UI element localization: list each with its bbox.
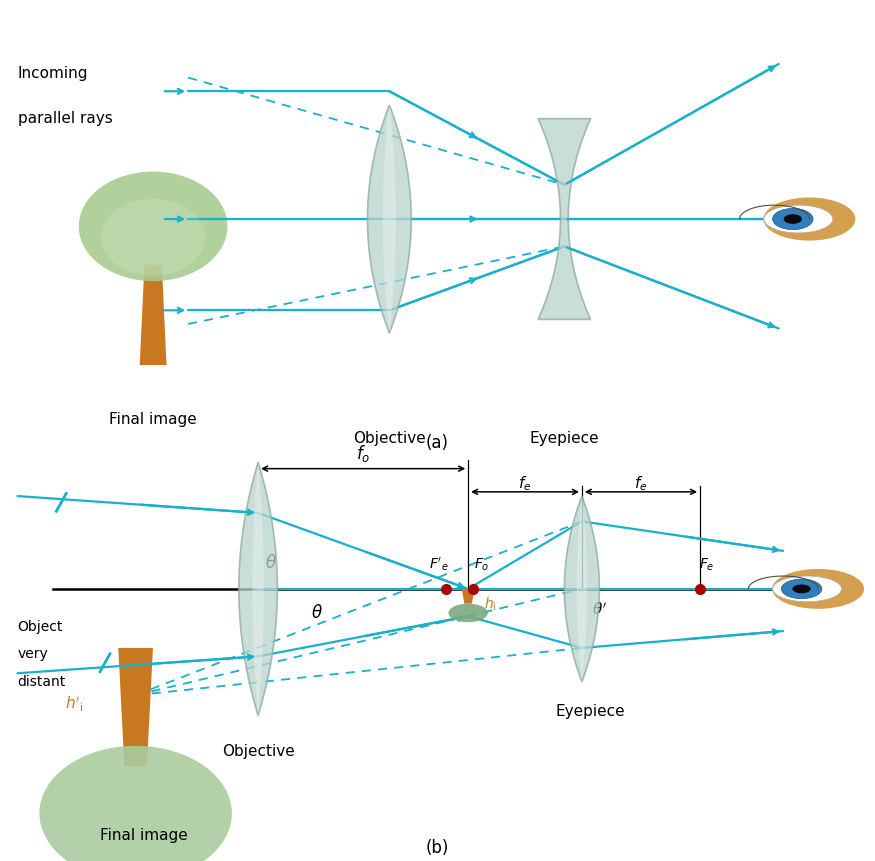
Text: Incoming: Incoming: [18, 65, 88, 81]
Text: $f_e$: $f_e$: [634, 474, 648, 492]
Text: $F_e$: $F_e$: [699, 556, 715, 573]
Polygon shape: [577, 496, 587, 682]
Ellipse shape: [449, 604, 488, 623]
Text: (b): (b): [426, 839, 449, 857]
Polygon shape: [368, 105, 411, 333]
Text: $F'_e$: $F'_e$: [430, 555, 449, 573]
Text: parallel rays: parallel rays: [18, 111, 112, 127]
Text: Final image: Final image: [109, 412, 197, 427]
Ellipse shape: [773, 576, 842, 602]
Ellipse shape: [763, 197, 856, 240]
Text: (a): (a): [426, 434, 449, 452]
Circle shape: [793, 585, 811, 593]
Ellipse shape: [39, 746, 232, 861]
Polygon shape: [462, 589, 474, 604]
Text: Objective: Objective: [221, 744, 295, 759]
Circle shape: [784, 214, 802, 224]
Polygon shape: [239, 462, 277, 715]
Text: Eyepiece: Eyepiece: [556, 703, 626, 719]
Text: distant: distant: [18, 675, 66, 689]
Polygon shape: [564, 496, 599, 682]
Text: $\theta$: $\theta$: [311, 604, 323, 622]
Circle shape: [781, 579, 822, 598]
Ellipse shape: [764, 205, 833, 233]
Ellipse shape: [102, 199, 205, 276]
Text: Eyepiece: Eyepiece: [529, 430, 599, 446]
Text: $\theta$: $\theta$: [265, 554, 277, 572]
Text: $\theta'$: $\theta'$: [592, 602, 607, 618]
Polygon shape: [252, 462, 264, 715]
Polygon shape: [140, 264, 166, 365]
Text: Final image: Final image: [101, 828, 188, 843]
Text: $F_o$: $F_o$: [473, 556, 489, 573]
Text: $f_o$: $f_o$: [356, 443, 370, 464]
Text: very: very: [18, 647, 48, 661]
Text: Object: Object: [18, 620, 63, 634]
Text: Objective: Objective: [353, 430, 426, 446]
Text: $f_e$: $f_e$: [518, 474, 532, 492]
Polygon shape: [118, 648, 153, 766]
Text: $h'_\mathrm{i}$: $h'_\mathrm{i}$: [66, 694, 83, 714]
Polygon shape: [538, 119, 591, 319]
Polygon shape: [383, 105, 396, 333]
Circle shape: [773, 208, 813, 230]
Ellipse shape: [79, 171, 228, 281]
Text: $h_\mathrm{i}$: $h_\mathrm{i}$: [484, 595, 496, 613]
Ellipse shape: [773, 569, 864, 609]
